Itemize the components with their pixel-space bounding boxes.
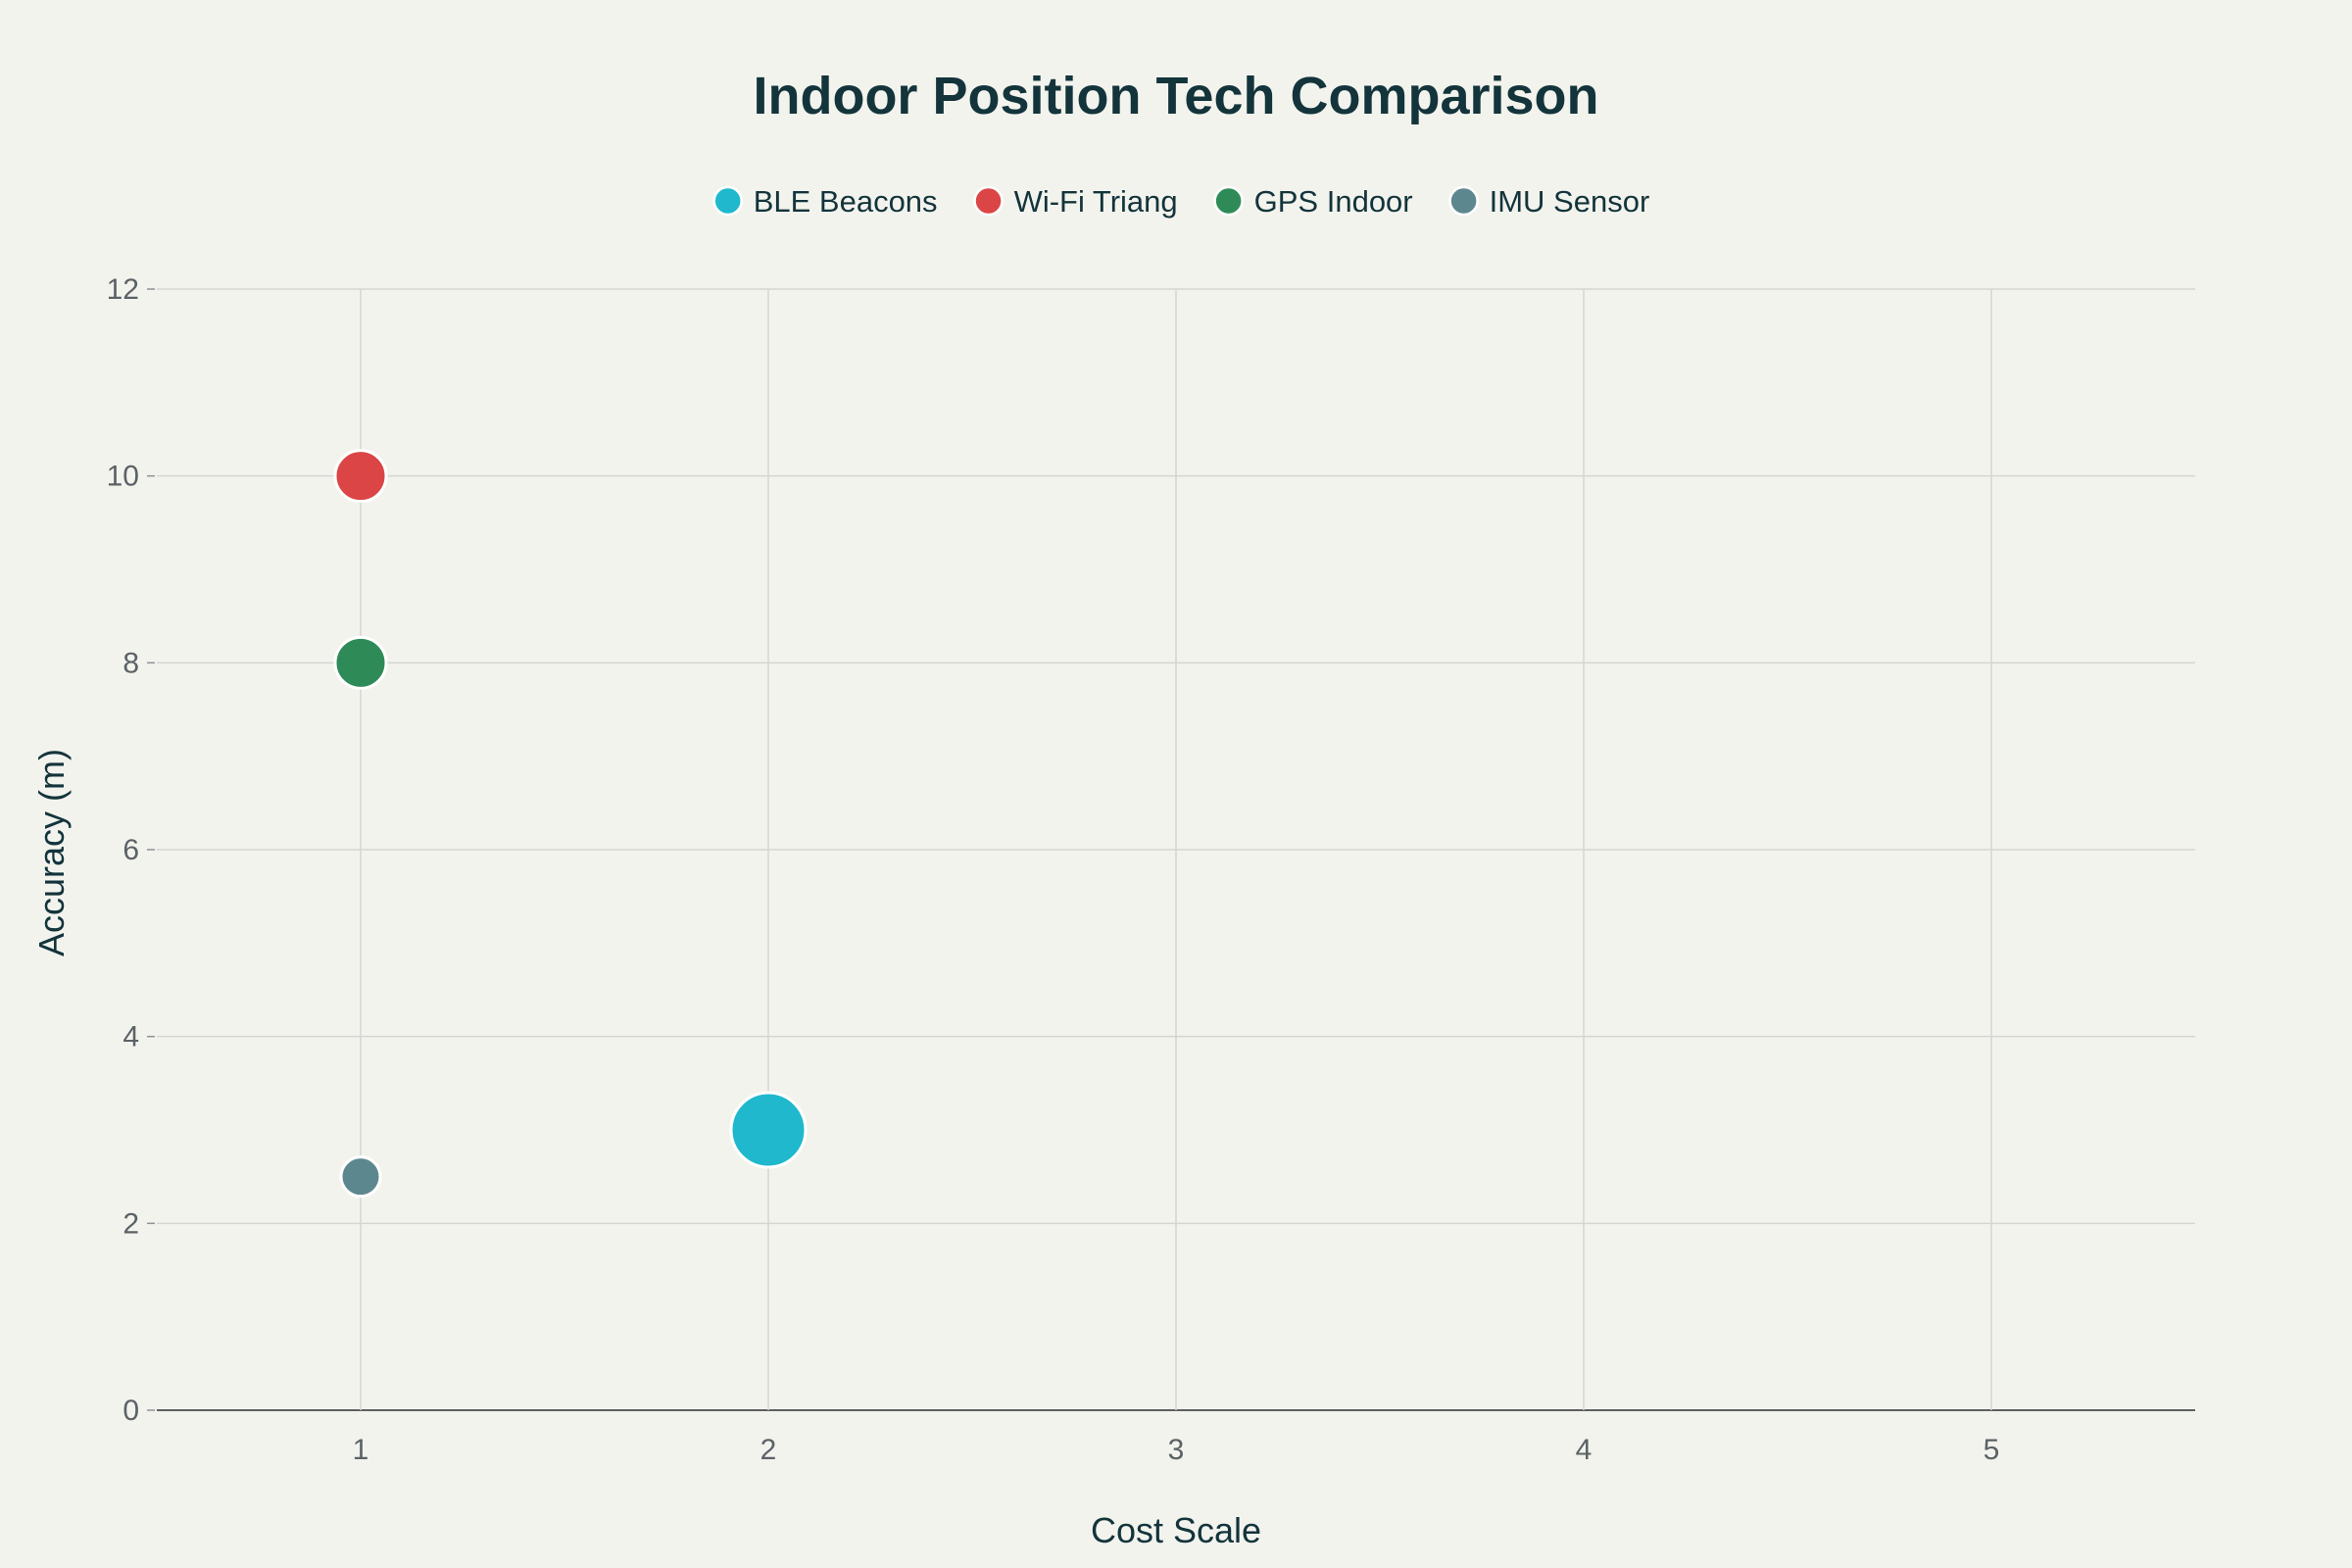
x-tick-label: 3 [1168,1434,1185,1466]
x-tick-label: 5 [1984,1434,2000,1466]
legend-marker [1213,185,1244,217]
y-axis-ticks: 0 2 4 6 8 10 12 [107,273,155,1427]
legend-marker [712,185,743,217]
data-point-wi-fi-triang[interactable] [333,449,388,504]
y-tick-label: 8 [122,647,139,679]
data-point-ble-beacons[interactable] [729,1091,808,1169]
legend: BLE Beacons Wi-Fi Triang GPS Indoor IMU Sen… [712,184,1650,219]
y-tick-label: 0 [122,1395,139,1427]
legend-item-imu-sensor[interactable]: IMU Sensor [1448,184,1650,219]
chart-title: Indoor Position Tech Comparison [753,67,1598,125]
legend-marker [1448,185,1479,217]
legend-label: BLE Beacons [754,184,938,219]
y-tick-label: 2 [122,1207,139,1240]
legend-item-ble-beacons[interactable]: BLE Beacons [712,184,938,219]
legend-item-gps-indoor[interactable]: GPS Indoor [1213,184,1413,219]
legend-label: GPS Indoor [1254,184,1413,219]
data-point-gps-indoor[interactable] [333,635,388,690]
y-tick-label: 10 [107,461,139,493]
x-tick-label: 2 [760,1434,777,1466]
y-tick-label: 6 [122,834,139,866]
x-axis-title: Cost Scale [1091,1510,1261,1550]
y-axis-title: Accuracy (m) [31,749,72,956]
grid [157,288,2195,1411]
x-axis-ticks: 1 2 3 4 5 [353,1434,2000,1466]
data-points [333,449,808,1199]
legend-marker [973,185,1004,217]
x-tick-label: 4 [1576,1434,1592,1466]
data-point-imu-sensor[interactable] [339,1155,382,1199]
y-tick-label: 4 [122,1021,139,1054]
y-tick-label: 12 [107,273,139,306]
legend-item-wi-fi-triang[interactable]: Wi-Fi Triang [973,184,1178,219]
legend-label: Wi-Fi Triang [1014,184,1178,219]
x-tick-label: 1 [353,1434,369,1466]
legend-label: IMU Sensor [1490,184,1650,219]
